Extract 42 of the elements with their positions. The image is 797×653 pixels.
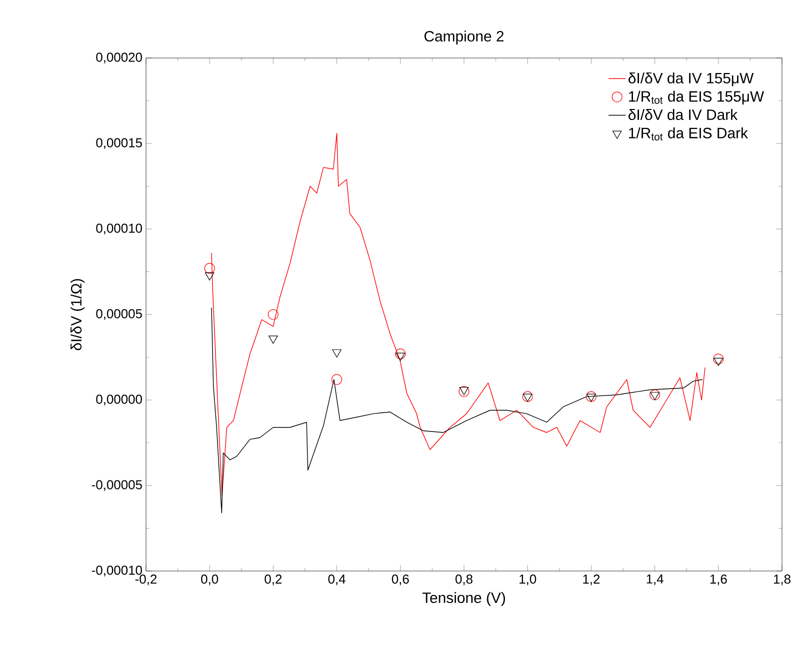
x-tick-label: 0,8 — [456, 574, 472, 586]
legend-label: δI/δV da IV 155μW — [628, 72, 754, 86]
point — [714, 358, 724, 366]
x-tick-label: 0,2 — [264, 574, 282, 586]
y-tick-label: -0,00010 — [92, 566, 142, 576]
chart-title: Campione 2 — [424, 30, 504, 44]
x-tick-label: 0,6 — [392, 574, 409, 586]
point — [586, 394, 596, 402]
point — [522, 394, 532, 402]
y-tick-label: 0,00000 — [96, 394, 142, 406]
x-tick-label: 1,0 — [520, 574, 536, 586]
legend-label: 1/R$_{tot}$ da EIS Dark — [629, 127, 748, 140]
y-axis-title: δI/δV (1/Ω) — [70, 279, 85, 350]
x-tick-label: 1,8 — [774, 574, 790, 586]
x-tick-label: 0,0 — [201, 574, 218, 586]
point — [204, 272, 214, 280]
point — [713, 354, 724, 364]
legend-label: δI/δV da IV Dark — [628, 109, 738, 120]
point — [332, 349, 342, 358]
x-tick-label: 1,4 — [646, 574, 664, 586]
point — [332, 374, 342, 385]
x-tick-label: 1,6 — [710, 574, 727, 586]
y-tick-label: 0,00020 — [96, 52, 142, 64]
y-tick-label: 0,00010 — [96, 224, 142, 234]
point — [204, 263, 215, 274]
point — [650, 392, 660, 400]
point — [522, 391, 533, 402]
point — [650, 390, 660, 400]
y-tick-label: -0,00005 — [92, 480, 142, 491]
y-tick-label: 0,00005 — [96, 309, 142, 320]
point — [268, 309, 279, 320]
line-series — [211, 307, 703, 514]
point — [268, 336, 278, 344]
y-tick-label: 0,00015 — [96, 138, 142, 149]
point — [396, 352, 406, 361]
x-axis-title: Tensione (V) — [422, 592, 505, 606]
legend-label: 1/R$_{tot}$ da EIS 155μW — [629, 90, 764, 104]
point — [395, 348, 406, 360]
x-tick-label: -0,2 — [135, 574, 157, 586]
x-tick-label: 1,2 — [583, 574, 600, 586]
x-tick-label: 0,4 — [328, 574, 346, 586]
point — [586, 391, 597, 402]
